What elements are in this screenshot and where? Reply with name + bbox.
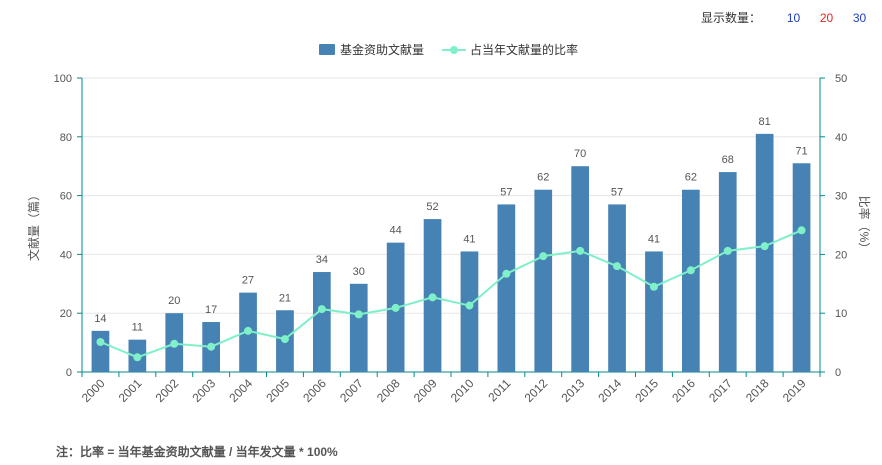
bar [681, 189, 700, 372]
x-tick-label: 2005 [263, 376, 292, 405]
y-right-tick-label: 10 [835, 308, 847, 320]
ratio-point [465, 301, 474, 310]
bar-data-label: 27 [242, 275, 254, 287]
y-left-tick-label: 20 [60, 308, 72, 320]
bar-data-label: 68 [722, 154, 734, 166]
bar-data-label: 57 [611, 186, 623, 198]
legend-line-marker [450, 46, 458, 54]
x-tick-label: 2006 [300, 376, 329, 405]
y-right-tick-label: 20 [835, 249, 847, 261]
ratio-point [354, 310, 363, 319]
display-count-selector: 显示数量： 10 20 30 [701, 9, 876, 26]
x-tick-label: 2000 [79, 376, 108, 405]
bar-data-label: 17 [205, 304, 217, 316]
x-tick-label: 2001 [116, 376, 145, 405]
x-tick-label: 2014 [595, 376, 624, 405]
bar-data-label: 14 [94, 313, 106, 325]
bar [312, 272, 331, 372]
bar-data-label: 44 [390, 225, 402, 237]
ratio-point [576, 246, 585, 255]
x-tick-label: 2002 [153, 376, 182, 405]
display-count-option-20[interactable]: 20 [819, 10, 834, 25]
bar-data-label: 20 [168, 295, 180, 307]
y-right-axis-title: 比率（%） [857, 196, 872, 255]
bar-data-label: 30 [353, 266, 365, 278]
x-tick-label: 2009 [411, 376, 440, 405]
y-left-tick-label: 80 [60, 132, 72, 144]
footnote: 注：比率 = 当年基金资助文献量 / 当年发文量 * 100% [56, 445, 338, 459]
ratio-point [244, 326, 253, 335]
x-tick-label: 2008 [374, 376, 403, 405]
chart: 0 20 40 60 80 100 0 10 20 30 40 50 文献量（篇） 比率（%） 14 2000… [26, 42, 872, 405]
ratio-point [760, 242, 769, 251]
display-count-label: 显示数量： [700, 11, 761, 25]
ratio-line [100, 229, 802, 359]
legend-bar-label: 基金资助文献量 [340, 42, 424, 57]
legend-bar-swatch [319, 44, 335, 55]
x-tick-label: 2012 [522, 376, 551, 405]
y-right-tick-label: 0 [835, 367, 841, 379]
bar-data-label: 81 [759, 116, 771, 128]
bar [534, 189, 553, 372]
bar [91, 330, 110, 372]
bar [755, 133, 774, 372]
bar-data-label: 71 [795, 145, 807, 157]
bar-data-label: 21 [279, 292, 291, 304]
x-tick-label: 2007 [337, 376, 366, 405]
y-right-tick-label: 30 [835, 191, 847, 203]
bar-data-label: 34 [316, 254, 328, 266]
y-right-tick-label: 40 [835, 132, 847, 144]
x-tick-label: 2018 [743, 376, 772, 405]
x-tick-label: 2003 [189, 376, 218, 405]
legend-line-label: 占当年文献量的比率 [470, 42, 578, 57]
bar [608, 204, 626, 372]
y-left-tick-label: 100 [54, 73, 72, 85]
y-left-tick-label: 60 [60, 191, 72, 203]
ratio-point [797, 226, 806, 235]
x-tick-label: 2016 [669, 376, 698, 405]
bar [792, 163, 811, 372]
x-tick-label: 2019 [780, 376, 809, 405]
bar-data-label: 62 [685, 172, 697, 184]
x-tick-label: 2010 [448, 376, 477, 405]
x-tick-label: 2015 [632, 376, 661, 405]
x-tick-label: 2004 [226, 376, 255, 405]
bar-data-label: 62 [537, 172, 549, 184]
ratio-point [613, 262, 622, 271]
bar [497, 204, 516, 372]
ratio-point [723, 246, 732, 255]
ratio-point [502, 269, 511, 278]
ratio-point [391, 303, 400, 312]
bar-data-label: 52 [426, 201, 438, 213]
ratio-point [428, 293, 437, 302]
ratio-point [317, 305, 326, 314]
bar [718, 172, 737, 372]
bar-data-label: 57 [500, 186, 512, 198]
display-count-option-30[interactable]: 30 [852, 10, 867, 25]
bar [460, 251, 479, 372]
ratio-point [170, 339, 179, 348]
y-left-tick-label: 40 [60, 249, 72, 261]
bar-data-label: 41 [463, 233, 475, 245]
ratio-point [649, 282, 658, 291]
x-tick-label: 2011 [485, 376, 513, 404]
ratio-point [207, 342, 216, 351]
bar [349, 283, 368, 372]
y-right-tick-label: 50 [835, 73, 847, 85]
bar [571, 166, 590, 372]
x-tick-label: 2017 [706, 376, 735, 405]
ratio-point [133, 353, 142, 362]
bar [645, 251, 663, 372]
ratio-point [539, 252, 548, 261]
y-left-tick-label: 0 [66, 367, 72, 379]
x-tick-label: 2013 [558, 376, 587, 405]
bar-data-label: 11 [132, 322, 143, 334]
y-left-axis-title: 文献量（篇） [26, 189, 41, 261]
ratio-point [280, 335, 289, 344]
bar-data-label: 41 [648, 233, 660, 245]
ratio-point [686, 266, 695, 275]
display-count-option-10[interactable]: 10 [786, 10, 801, 25]
bar-data-label: 70 [574, 148, 586, 160]
ratio-point [96, 338, 105, 347]
